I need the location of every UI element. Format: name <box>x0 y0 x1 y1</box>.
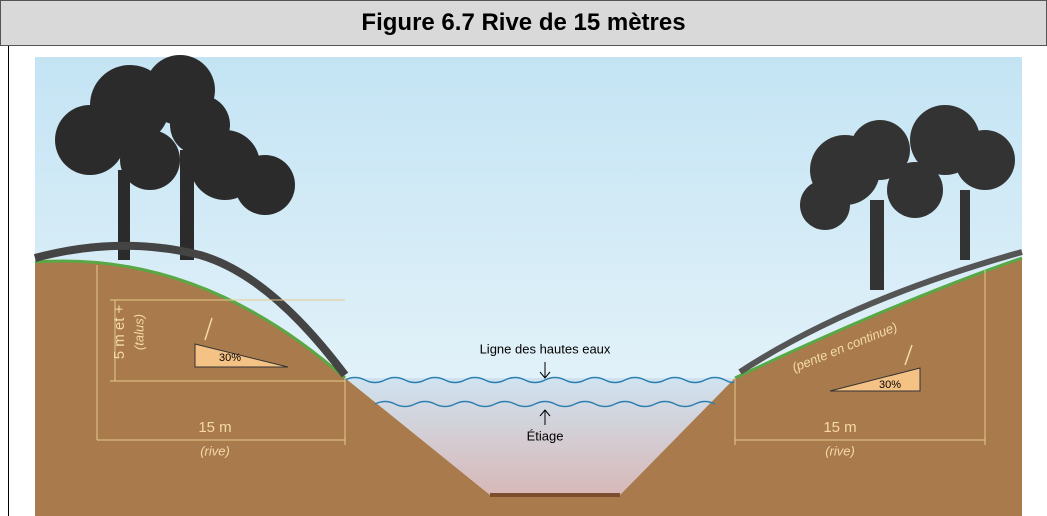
width-note-left: (rive) <box>200 443 230 458</box>
low-water-label: Étiage <box>527 428 564 443</box>
high-water-label: Ligne des hautes eaux <box>480 341 611 356</box>
width-note-right: (rive) <box>825 443 855 458</box>
width-label-left: 15 m <box>198 419 231 436</box>
height-label: 5 m et + <box>111 304 128 359</box>
slope-label-left: 30% <box>219 352 241 364</box>
height-note: (talus) <box>131 314 146 350</box>
width-label-right: 15 m <box>823 419 856 436</box>
slope-label-right: 30% <box>879 379 901 391</box>
diagram: 5 m et + (talus) 30% 15 m (rive) Ligne d… <box>0 0 1047 516</box>
page: Figure 6.7 Rive de 15 mètres <box>0 0 1047 516</box>
